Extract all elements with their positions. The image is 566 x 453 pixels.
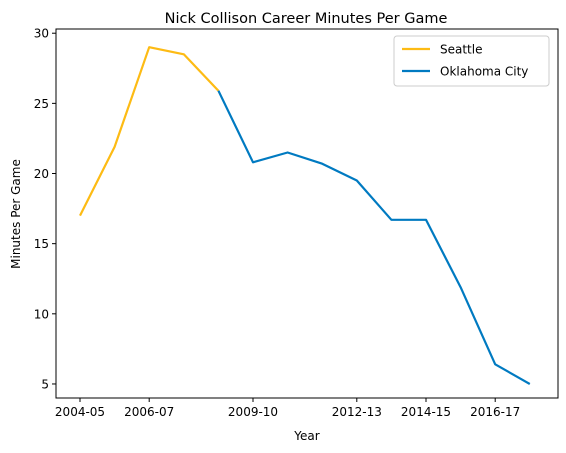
legend-label: Seattle [440,43,482,57]
x-tick-label: 2006-07 [124,405,174,419]
y-axis-label: Minutes Per Game [9,159,23,269]
y-tick-label: 15 [34,237,49,251]
x-axis-label: Year [293,429,319,443]
y-tick-label: 10 [34,307,49,321]
x-tick-label: 2009-10 [228,405,278,419]
x-tick-label: 2004-05 [55,405,105,419]
x-axis: 2004-05 2006-07 2009-10 2012-13 2014-15 2016-… [55,398,520,419]
y-tick-label: 25 [34,97,49,111]
y-tick-label: 5 [41,377,49,391]
plot-frame [55,28,559,399]
x-tick-label: 2016-17 [470,405,520,419]
series-line-0 [79,46,220,217]
series-line-1 [217,90,531,385]
y-tick-label: 30 [34,27,49,41]
plot-marks [79,46,531,385]
legend-box [393,35,550,87]
x-tick-label: 2012-13 [332,405,382,419]
x-tick-label: 2014-15 [401,405,451,419]
chart-title: Nick Collison Career Minutes Per Game [165,11,448,27]
legend: Seattle Oklahoma City [393,35,550,87]
legend-label: Oklahoma City [440,65,528,79]
y-axis: 5 10 15 20 25 30 [34,27,56,391]
y-tick-label: 20 [34,167,49,181]
